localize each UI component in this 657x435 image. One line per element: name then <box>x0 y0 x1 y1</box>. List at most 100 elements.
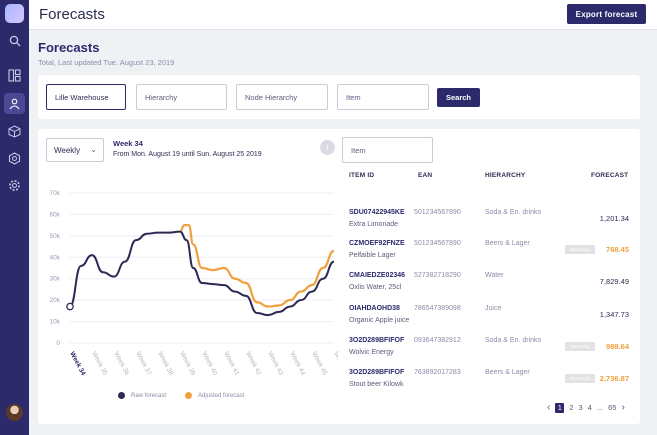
table-row[interactable]: OIAHDAOHD38 Organic Apple juice 78654738… <box>349 305 631 333</box>
node-hierarchy-input[interactable]: Node Hierarchy <box>236 84 328 110</box>
y-tick-label: 30k <box>50 276 61 283</box>
legend-adjusted-swatch <box>185 392 192 399</box>
x-tick-label: Week 44 <box>288 351 306 377</box>
item-search-input[interactable]: Item <box>342 137 433 163</box>
y-tick-label: 60k <box>50 211 61 218</box>
warehouse-select[interactable]: Lille Warehouse <box>46 84 126 110</box>
chevron-down-icon: ⌄ <box>90 145 97 154</box>
pagination: ‹ 1 2 3 4 ... 65 › <box>547 402 630 413</box>
search-icon[interactable] <box>7 33 22 48</box>
item-ean: 501234567890 <box>414 209 461 216</box>
item-forecast: 1,347.73 <box>599 310 629 319</box>
item-hierarchy: Soda & En. drinks <box>485 209 542 216</box>
page-title: Forecasts <box>38 40 100 55</box>
page-button[interactable]: 4 <box>587 403 592 412</box>
item-forecast: 2,736.87 <box>599 374 629 383</box>
y-tick-label: 20k <box>50 297 61 304</box>
start-point-marker <box>66 302 74 311</box>
legend-adjusted-label: Adjusted forecast <box>198 392 245 399</box>
avatar[interactable] <box>6 404 23 421</box>
item-id: 3O2D289BFIFOF <box>349 369 405 376</box>
table-row[interactable]: SDU07422945KE Extra Limonade 50123456789… <box>349 209 631 237</box>
hierarchy-input[interactable]: Hierarchy <box>136 84 227 110</box>
table-row[interactable]: 3O2D289BFIFOF Stout beer Kilowk 76389201… <box>349 369 631 397</box>
period-select[interactable]: Weekly ⌄ <box>46 138 104 162</box>
item-id: CZMOEF92FNZE <box>349 240 405 247</box>
y-tick-label: 40k <box>50 254 61 261</box>
item-id: OIAHDAOHD38 <box>349 305 400 312</box>
next-page-button[interactable]: › <box>621 402 625 413</box>
item-name: Pelfaible Lager <box>349 252 396 259</box>
x-tick-label: Week 34 <box>68 351 87 377</box>
page-button[interactable]: 2 <box>569 403 574 412</box>
status-badge: Marketing <box>565 342 595 351</box>
col-header-item-id[interactable]: ITEM ID <box>349 172 375 179</box>
item-ean: 786547389098 <box>414 305 461 312</box>
legend-raw: Raw forecast <box>118 392 166 399</box>
item-hierarchy: Beers & Lager <box>485 240 530 247</box>
legend-raw-swatch <box>118 392 125 399</box>
x-tick-label: Week 46 <box>332 351 338 377</box>
y-tick-label: 50k <box>50 233 61 240</box>
y-tick-label: 70k <box>50 190 61 197</box>
search-button[interactable]: Search <box>437 88 480 107</box>
dashboard-icon[interactable] <box>7 68 22 83</box>
table-row[interactable]: CZMOEF92FNZE Pelfaible Lager 50123456789… <box>349 240 631 268</box>
item-name: Oxlis Water, 25cl <box>349 284 402 291</box>
x-tick-label: Week 39 <box>178 351 196 377</box>
item-ean: 093647382912 <box>414 337 461 344</box>
item-id: SDU07422945KE <box>349 209 405 216</box>
item-hierarchy: Water <box>485 272 504 279</box>
col-header-hierarchy[interactable]: HIERARCHY <box>485 172 526 179</box>
box-icon[interactable] <box>7 124 22 139</box>
info-icon[interactable]: i <box>320 140 335 155</box>
page-button-current[interactable]: 1 <box>555 402 565 413</box>
item-id: 3O2D289BFIFOF <box>349 337 405 344</box>
x-tick-label: Week 43 <box>266 351 284 377</box>
raw-forecast-line <box>69 230 335 317</box>
item-forecast: 7,829.49 <box>599 277 629 286</box>
item-ean: 527382718290 <box>414 272 461 279</box>
app-logo[interactable] <box>5 4 24 23</box>
main-card <box>38 129 640 424</box>
col-header-forecast[interactable]: FORECAST <box>591 172 629 179</box>
legend-adjusted: Adjusted forecast <box>185 392 244 399</box>
x-tick-label: Week 45 <box>310 351 328 377</box>
status-badge: Marketing <box>565 245 595 254</box>
item-ean: 763892017283 <box>414 369 461 376</box>
hexagon-icon[interactable] <box>7 151 22 166</box>
y-tick-label: 0 <box>56 340 60 347</box>
period-select-value: Weekly <box>54 145 81 155</box>
user-chart-icon[interactable] <box>4 93 25 114</box>
y-tick-label: 10k <box>50 319 61 326</box>
item-name: Stout beer Kilowk <box>349 381 404 388</box>
gear-icon[interactable] <box>7 178 22 193</box>
item-forecast: 768.45 <box>606 245 629 254</box>
x-tick-label: Week 37 <box>134 351 152 377</box>
page-subtitle: Total, Last updated Tue. August 23, 2019 <box>38 58 175 67</box>
status-badge: Overstock <box>565 374 595 383</box>
item-forecast: 988.64 <box>606 342 629 351</box>
item-hierarchy: Juice <box>485 305 502 312</box>
item-name: Wolvic Energy <box>349 349 394 356</box>
x-tick-label: Week 36 <box>112 351 130 377</box>
table-row[interactable]: CMAIEDZE02346 Oxlis Water, 25cl 52738271… <box>349 272 631 300</box>
item-ean: 501234567890 <box>414 240 461 247</box>
item-name: Extra Limonade <box>349 221 399 228</box>
top-bar: Forecasts Export forecast <box>29 0 657 30</box>
item-name: Organic Apple juice <box>349 317 410 324</box>
page-button-last[interactable]: 65 <box>608 403 617 412</box>
item-forecast: 1,201.34 <box>599 214 629 223</box>
x-tick-label: Week 40 <box>200 351 218 377</box>
table-row[interactable]: 3O2D289BFIFOF Wolvic Energy 093647382912… <box>349 337 631 365</box>
item-filter-input[interactable]: Item <box>337 84 429 110</box>
prev-page-button[interactable]: ‹ <box>547 402 551 413</box>
page-button[interactable]: 3 <box>578 403 583 412</box>
x-tick-label: Week 38 <box>156 351 174 377</box>
pagination-ellipsis: ... <box>596 403 604 412</box>
item-id: CMAIEDZE02346 <box>349 272 406 279</box>
col-header-ean[interactable]: EAN <box>418 172 433 179</box>
app-title: Forecasts <box>39 6 105 23</box>
export-forecast-button[interactable]: Export forecast <box>567 4 646 24</box>
